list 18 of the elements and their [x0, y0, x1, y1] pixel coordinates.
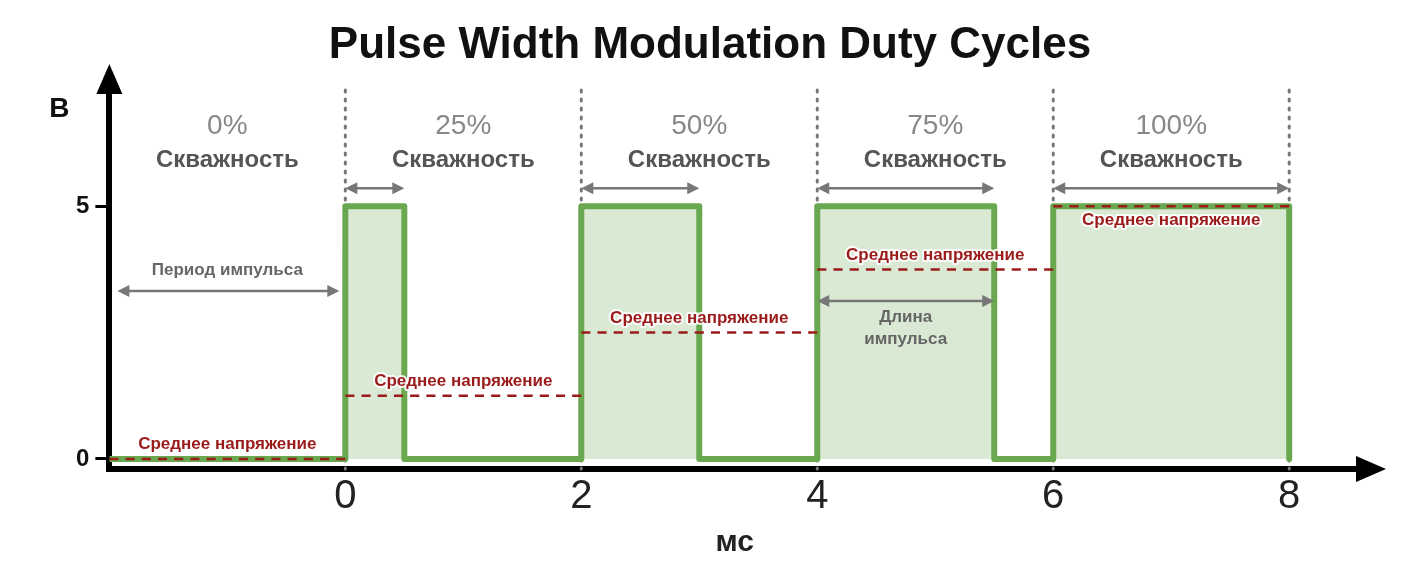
x-tick-label: 4 — [806, 472, 829, 517]
chart-title: Pulse Width Modulation Duty Cycles — [327, 18, 1093, 68]
series-label: Среднее напряжение — [1082, 210, 1261, 230]
annotation: 75% Скважность — [863, 108, 1007, 172]
x-tick-label: 0 — [334, 472, 357, 517]
x-tick-label: 2 — [570, 472, 593, 517]
annotation: 50% Скважность — [627, 108, 771, 172]
y-axis-title: В — [49, 92, 70, 124]
x-tick-label: 8 — [1278, 472, 1301, 517]
annotation: Длина импульса — [864, 307, 948, 349]
x-axis-title: мс — [715, 524, 754, 558]
x-tick-label: 6 — [1042, 472, 1065, 517]
series-label: Среднее напряжение — [138, 434, 317, 454]
annotation: 0% Скважность — [155, 108, 299, 172]
y-tick-label: 5 — [75, 190, 90, 218]
annotation: Период импульса — [151, 260, 304, 280]
annotation: 25% Скважность — [391, 108, 535, 172]
annotation: 100% Скважность — [1099, 108, 1243, 172]
